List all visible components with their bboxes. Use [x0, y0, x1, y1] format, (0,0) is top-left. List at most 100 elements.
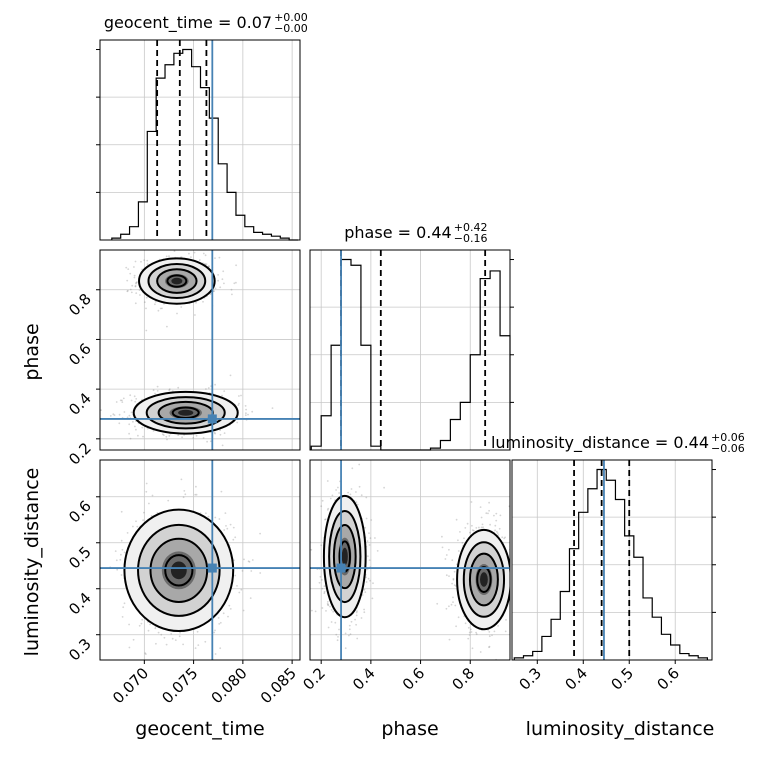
sample-point [247, 560, 250, 563]
sample-point [147, 629, 150, 632]
sample-point [141, 618, 144, 621]
sample-point [146, 263, 149, 265]
sample-point [133, 266, 135, 268]
sample-point [466, 522, 469, 525]
sample-point [140, 260, 142, 263]
contour-line [322, 494, 367, 619]
sample-point [135, 281, 138, 284]
sample-point [166, 325, 168, 328]
sample-point [222, 612, 225, 615]
scatter-panel-geocent-time-vs-luminosity-distance [99, 459, 301, 661]
sample-point [372, 582, 374, 585]
sample-point [448, 605, 450, 608]
sample-point [444, 558, 447, 560]
sample-point [168, 255, 170, 257]
sample-point [365, 496, 368, 499]
sample-point [461, 541, 464, 544]
sample-point [330, 621, 333, 623]
sample-point [121, 399, 123, 402]
sample-point [233, 282, 236, 285]
sample-point [344, 647, 347, 650]
sample-point [326, 509, 329, 511]
sample-point [202, 437, 205, 439]
sample-point [205, 263, 208, 265]
sample-point [335, 633, 338, 636]
sample-point [144, 653, 147, 655]
sample-point [453, 570, 456, 573]
sample-point [356, 610, 358, 612]
sample-point [223, 390, 226, 392]
y-tick-label: 0.6 [65, 497, 95, 527]
sample-point [488, 631, 491, 633]
density-level [170, 561, 187, 580]
sample-point [259, 572, 262, 574]
x-tick-label: 0.085 [257, 664, 300, 707]
sample-point [170, 633, 173, 635]
sample-point [238, 591, 241, 594]
sample-point [154, 303, 156, 306]
sample-point [126, 279, 129, 282]
sample-point [202, 300, 204, 303]
sample-point [318, 581, 321, 584]
truth-marker [207, 563, 217, 573]
sample-point [142, 519, 145, 522]
contour-line [132, 390, 239, 435]
sample-point [221, 394, 224, 397]
sample-point [471, 524, 473, 527]
sample-point [218, 256, 221, 259]
sample-point [168, 388, 171, 391]
sample-point [236, 421, 239, 424]
sample-point [348, 624, 351, 627]
sample-point [368, 532, 370, 534]
sample-point [347, 491, 349, 494]
sample-point [505, 619, 507, 621]
sample-point [195, 301, 197, 304]
truth-marker [207, 414, 217, 424]
sample-point [121, 401, 124, 403]
sample-point [198, 259, 201, 261]
x-tick-label: 0.6 [653, 664, 683, 694]
sample-point [146, 259, 149, 262]
sample-point [470, 501, 473, 503]
sample-point [145, 490, 148, 493]
y-tick-label: 0.5 [65, 543, 95, 573]
sample-point [495, 530, 498, 533]
sample-point [459, 531, 461, 533]
sample-point [383, 486, 385, 489]
sample-point [100, 409, 102, 411]
sample-point [213, 631, 216, 634]
sample-point [350, 488, 353, 490]
sample-point [123, 411, 126, 413]
sample-point [491, 634, 493, 637]
sample-point [151, 494, 154, 497]
sample-point [214, 383, 217, 386]
sample-point [504, 630, 507, 633]
sample-point [135, 282, 137, 285]
contour-line [137, 523, 221, 617]
sample-point [120, 510, 123, 513]
sample-point [195, 485, 197, 488]
sample-point [488, 645, 491, 648]
sample-point [180, 478, 183, 481]
sample-point [363, 608, 365, 611]
sample-point [195, 434, 198, 437]
sample-point [475, 527, 478, 529]
sample-point [208, 265, 210, 267]
sample-point [134, 400, 137, 403]
sample-point [248, 561, 251, 563]
sample-point [464, 527, 467, 529]
sample-point [336, 639, 339, 642]
sample-point [178, 635, 181, 638]
sample-point [479, 506, 482, 508]
panel-frame [99, 249, 301, 451]
sample-point [344, 632, 347, 635]
sample-point [453, 584, 456, 586]
sample-point [326, 480, 329, 482]
sample-point [326, 602, 329, 605]
contour-line [328, 510, 362, 604]
histogram-luminosity-distance [513, 468, 709, 660]
sample-point [451, 582, 453, 585]
sample-point [321, 579, 323, 581]
sample-point [232, 538, 235, 541]
